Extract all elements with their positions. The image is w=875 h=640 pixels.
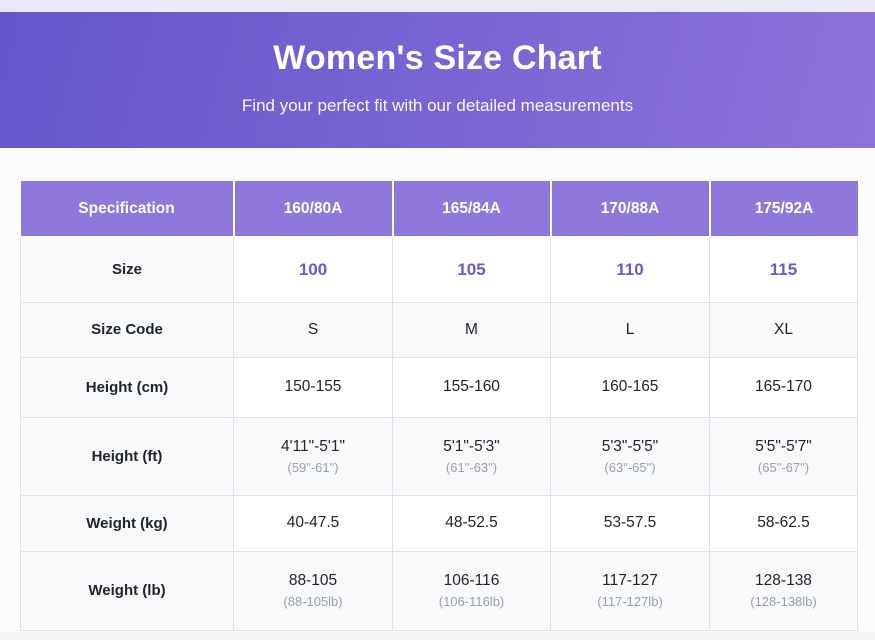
table-cell: 110: [550, 236, 710, 303]
cell-subvalue: (61"-63"): [445, 459, 498, 475]
cell-value: 88-105: [288, 572, 338, 589]
page-bottom-strip: [0, 631, 875, 640]
table-cell: 115: [709, 236, 858, 303]
row-label: Size Code: [20, 301, 234, 358]
table-row-weight-lb: Weight (lb) 88-105 (88-105lb) 106-116 (1…: [20, 550, 858, 631]
table-cell: 58-62.5: [709, 494, 858, 552]
page-subtitle: Find your perfect fit with our detailed …: [241, 95, 634, 115]
table-row-size-code: Size Code S M L XL: [20, 301, 858, 358]
table-cell: 100: [233, 236, 393, 303]
cell-value: 5'5"-5'7": [755, 437, 812, 455]
column-header-175-92a: 175/92A: [709, 181, 858, 238]
table-header-row: Specification 160/80A 165/84A 170/88A 17…: [20, 181, 858, 238]
cell-value: 110: [616, 259, 644, 279]
table-row-height-ft: Height (ft) 4'11"-5'1" (59"-61") 5'1"-5'…: [20, 416, 858, 496]
cell-value: 160-165: [601, 378, 659, 395]
page-top-strip: [0, 0, 875, 12]
table-row-size: Size 100 105 110 115: [20, 236, 858, 303]
cell-value: 58-62.5: [757, 514, 810, 531]
table-cell: 53-57.5: [550, 494, 710, 552]
table-cell: 4'11"-5'1" (59"-61"): [233, 416, 393, 496]
cell-subvalue: (128-138lb): [750, 594, 817, 609]
column-header-160-80a: 160/80A: [233, 181, 394, 238]
table-row-height-cm: Height (cm) 150-155 155-160 160-165 165-…: [20, 356, 858, 418]
cell-value: L: [625, 320, 635, 338]
cell-value: 100: [298, 259, 328, 279]
row-label: Weight (lb): [20, 550, 234, 631]
table-cell: L: [550, 301, 710, 358]
page-title: Women's Size Chart: [273, 38, 602, 77]
row-label: Size: [20, 236, 234, 303]
table-cell: S: [233, 301, 393, 358]
table-cell: 160-165: [550, 356, 710, 418]
cell-value: 117-127: [602, 572, 658, 589]
cell-subvalue: (59"-61"): [287, 459, 339, 475]
row-label: Height (cm): [20, 356, 234, 418]
cell-value: 40-47.5: [286, 514, 340, 531]
column-header-specification: Specification: [20, 181, 235, 238]
table-cell: 165-170: [709, 356, 858, 418]
table-cell: 105: [392, 236, 551, 303]
table-cell: 150-155: [233, 356, 393, 418]
cell-value: S: [307, 320, 319, 338]
table-cell: 48-52.5: [392, 494, 551, 552]
cell-value: 115: [769, 259, 798, 279]
table-cell: 40-47.5: [233, 494, 393, 552]
cell-subvalue: (65"-67"): [757, 459, 810, 475]
cell-value: XL: [774, 320, 793, 338]
cell-subvalue: (88-105lb): [283, 594, 343, 609]
main-content: Specification 160/80A 165/84A 170/88A 17…: [0, 148, 875, 631]
hero-banner: Women's Size Chart Find your perfect fit…: [0, 12, 875, 148]
cell-value: 53-57.5: [603, 514, 657, 531]
cell-value: 5'3"-5'5": [601, 437, 659, 455]
table-cell: 5'3"-5'5" (63"-65"): [550, 416, 710, 496]
table-cell: XL: [709, 301, 858, 358]
column-header-170-88a: 170/88A: [550, 181, 711, 238]
size-chart-table: Specification 160/80A 165/84A 170/88A 17…: [20, 181, 858, 631]
cell-value: 48-52.5: [445, 514, 498, 531]
row-label: Weight (kg): [20, 494, 234, 552]
table-cell: 128-138 (128-138lb): [709, 550, 858, 631]
table-cell: M: [392, 301, 551, 358]
table-cell: 5'5"-5'7" (65"-67"): [709, 416, 858, 496]
cell-value: 165-170: [755, 378, 812, 395]
table-cell: 117-127 (117-127lb): [550, 550, 710, 631]
cell-subvalue: (106-116lb): [438, 594, 505, 609]
cell-subvalue: (117-127lb): [597, 594, 663, 609]
column-header-165-84a: 165/84A: [392, 181, 552, 238]
row-label: Height (ft): [20, 416, 234, 496]
cell-value: M: [465, 320, 478, 338]
table-cell: 5'1"-5'3" (61"-63"): [392, 416, 551, 496]
table-cell: 106-116 (106-116lb): [392, 550, 551, 631]
cell-value: 106-116: [443, 572, 500, 589]
table-cell: 155-160: [392, 356, 551, 418]
cell-value: 150-155: [284, 378, 342, 395]
cell-value: 128-138: [755, 572, 812, 589]
cell-value: 4'11"-5'1": [280, 437, 346, 455]
table-cell: 88-105 (88-105lb): [233, 550, 393, 631]
cell-value: 5'1"-5'3": [443, 437, 500, 455]
table-row-weight-kg: Weight (kg) 40-47.5 48-52.5 53-57.5 58-6…: [20, 494, 858, 552]
cell-value: 105: [457, 259, 486, 279]
cell-subvalue: (63"-65"): [604, 459, 656, 475]
cell-value: 155-160: [443, 378, 500, 395]
